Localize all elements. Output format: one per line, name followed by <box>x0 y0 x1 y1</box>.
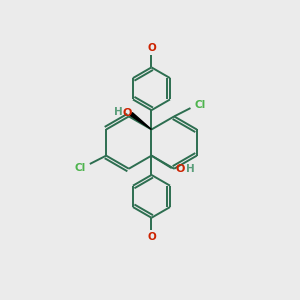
Text: Cl: Cl <box>75 163 86 172</box>
Text: O: O <box>147 44 156 53</box>
Polygon shape <box>130 112 152 130</box>
Text: Cl: Cl <box>194 100 206 110</box>
Text: H: H <box>114 107 123 117</box>
Text: O: O <box>147 232 156 242</box>
Text: O: O <box>175 164 184 174</box>
Text: O: O <box>122 108 131 118</box>
Text: H: H <box>186 164 195 174</box>
